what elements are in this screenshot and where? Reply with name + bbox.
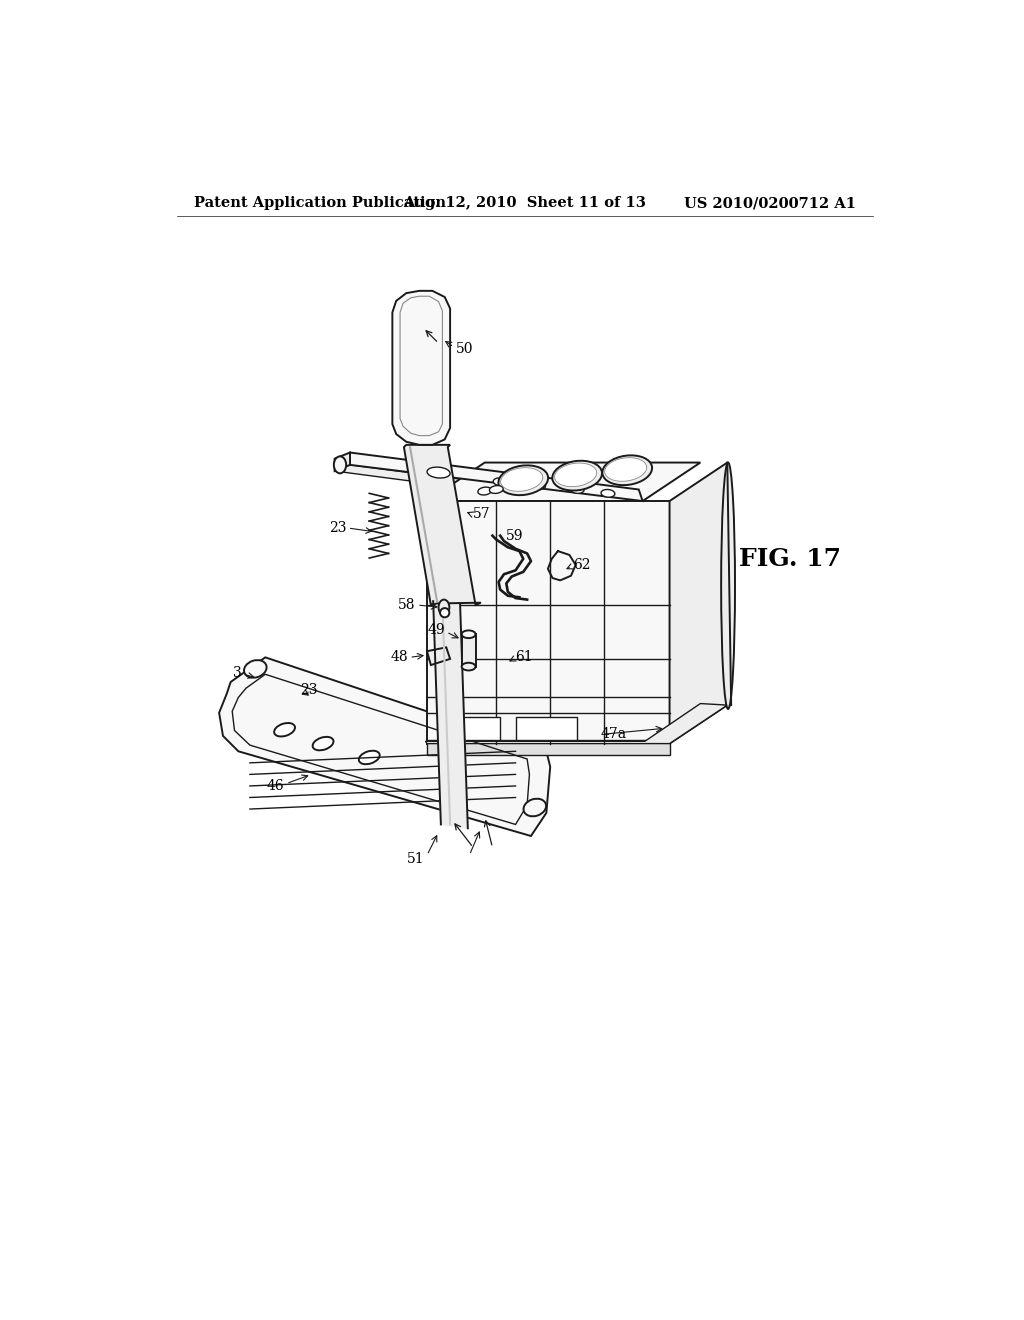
Text: 23: 23 bbox=[300, 682, 317, 697]
Ellipse shape bbox=[604, 458, 647, 482]
Polygon shape bbox=[427, 739, 670, 755]
Polygon shape bbox=[392, 290, 451, 445]
Ellipse shape bbox=[274, 723, 295, 737]
Ellipse shape bbox=[570, 486, 584, 494]
Polygon shape bbox=[427, 647, 451, 665]
Ellipse shape bbox=[427, 467, 451, 478]
Polygon shape bbox=[462, 635, 475, 667]
Text: 50: 50 bbox=[456, 342, 473, 356]
Ellipse shape bbox=[334, 457, 346, 474]
Text: 47a: 47a bbox=[600, 727, 627, 742]
Ellipse shape bbox=[602, 455, 652, 486]
Ellipse shape bbox=[531, 482, 546, 490]
Ellipse shape bbox=[312, 737, 334, 750]
Text: Aug. 12, 2010  Sheet 11 of 13: Aug. 12, 2010 Sheet 11 of 13 bbox=[403, 197, 646, 210]
Ellipse shape bbox=[721, 462, 735, 709]
Ellipse shape bbox=[501, 467, 543, 491]
Text: 3: 3 bbox=[233, 665, 243, 680]
Text: US 2010/0200712 A1: US 2010/0200712 A1 bbox=[684, 197, 856, 210]
Text: Patent Application Publication: Patent Application Publication bbox=[194, 197, 445, 210]
Polygon shape bbox=[515, 717, 578, 739]
Ellipse shape bbox=[478, 487, 492, 495]
Text: 62: 62 bbox=[573, 558, 591, 572]
Text: 48: 48 bbox=[390, 651, 408, 664]
Polygon shape bbox=[425, 704, 727, 743]
Ellipse shape bbox=[552, 461, 602, 491]
Polygon shape bbox=[350, 453, 643, 502]
Ellipse shape bbox=[489, 486, 503, 494]
Ellipse shape bbox=[438, 599, 450, 615]
Polygon shape bbox=[433, 601, 468, 829]
Text: 57: 57 bbox=[473, 507, 490, 521]
Text: 61: 61 bbox=[515, 651, 534, 664]
Text: FIG. 17: FIG. 17 bbox=[739, 546, 841, 570]
Polygon shape bbox=[335, 465, 643, 510]
Ellipse shape bbox=[440, 609, 450, 618]
Ellipse shape bbox=[462, 631, 475, 638]
Text: 23: 23 bbox=[329, 521, 346, 535]
Text: 51: 51 bbox=[407, 853, 424, 866]
Ellipse shape bbox=[555, 463, 597, 487]
Polygon shape bbox=[335, 453, 350, 471]
Ellipse shape bbox=[358, 751, 380, 764]
Text: 59: 59 bbox=[506, 529, 524, 543]
Ellipse shape bbox=[494, 478, 507, 486]
Polygon shape bbox=[670, 462, 727, 743]
Ellipse shape bbox=[601, 490, 614, 498]
Text: 58: 58 bbox=[398, 598, 416, 612]
Text: 46: 46 bbox=[267, 779, 285, 793]
Polygon shape bbox=[427, 502, 670, 743]
Polygon shape bbox=[427, 462, 700, 502]
Ellipse shape bbox=[523, 799, 546, 816]
Ellipse shape bbox=[499, 466, 548, 495]
Ellipse shape bbox=[462, 663, 475, 671]
Polygon shape bbox=[446, 717, 500, 739]
Polygon shape bbox=[219, 657, 550, 836]
Polygon shape bbox=[403, 445, 481, 605]
Ellipse shape bbox=[244, 660, 266, 677]
Text: 49: 49 bbox=[427, 623, 444, 636]
